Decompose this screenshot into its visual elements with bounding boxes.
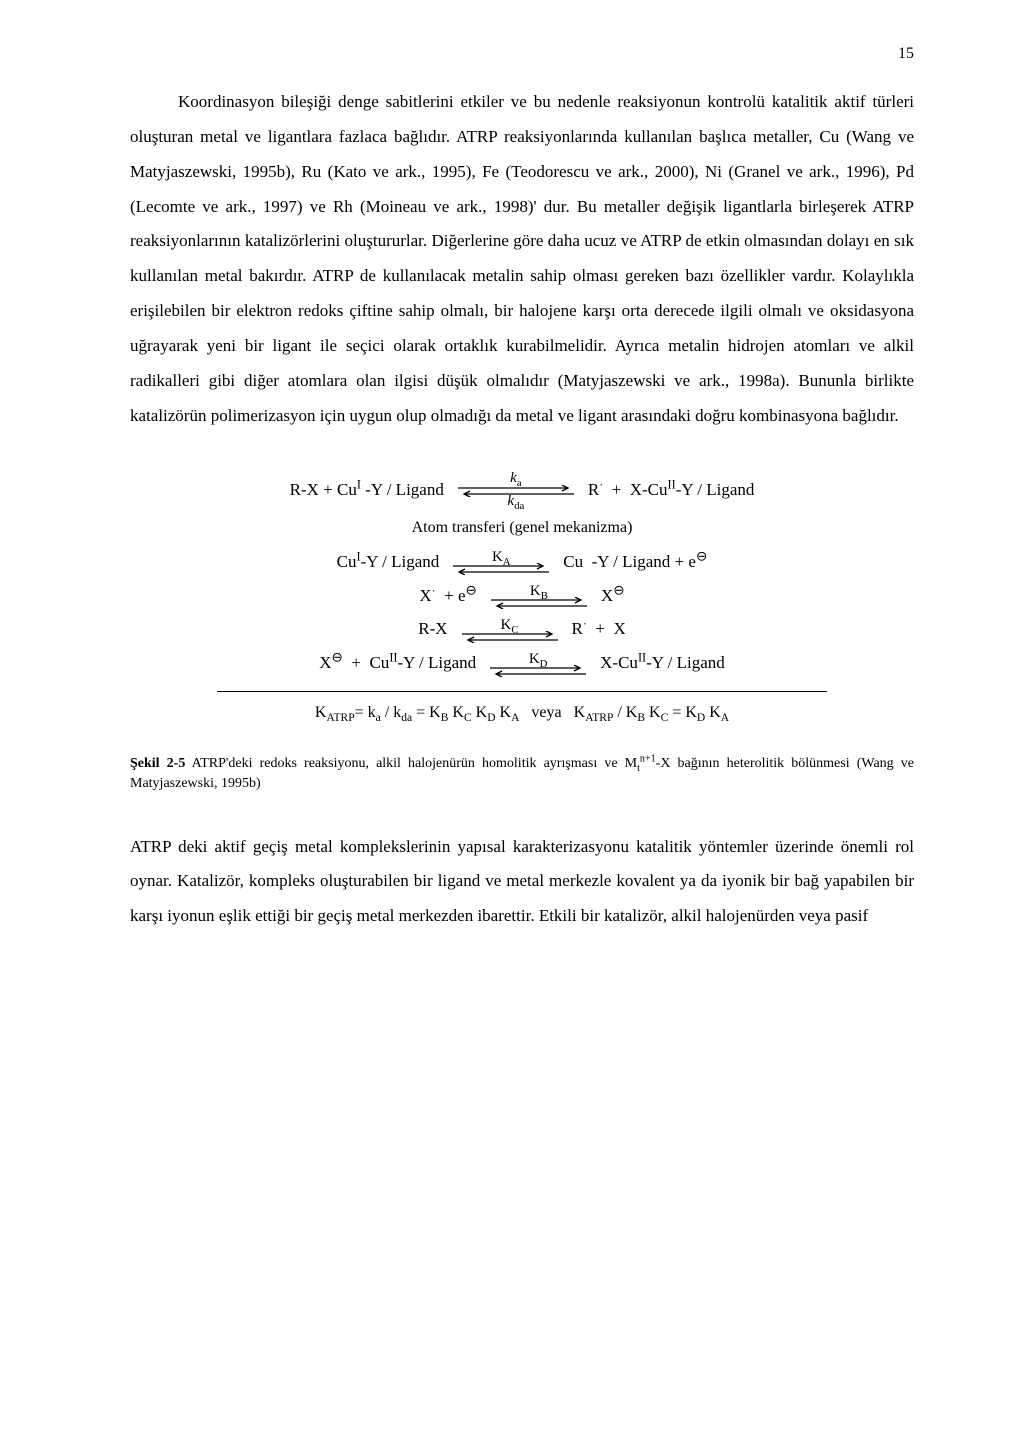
- eq3-right: X⊖: [595, 584, 631, 608]
- eq1-right: R· + X-CuII-Y / Ligand: [582, 478, 761, 502]
- eq3-left: X· + e⊖: [413, 584, 483, 608]
- equation-final: KATRP= ka / kda = KB KC KD KA veya KATRP…: [130, 702, 914, 724]
- double-arrow-icon: [451, 563, 551, 573]
- eq5-left: X⊖ + CuII-Y / Ligand: [313, 651, 482, 675]
- equation-2: CuI-Y / Ligand KA Cu -Y / Ligand + e⊖: [130, 550, 914, 574]
- paragraph-2: ATRP deki aktif geçiş metal kompleksleri…: [130, 830, 914, 935]
- eq5-right: X-CuII-Y / Ligand: [594, 651, 731, 675]
- caption-text: ATRP'deki redoks reaksiyonu, alkil haloj…: [130, 756, 914, 791]
- divider-line: [217, 691, 827, 692]
- eq4-left: R-X: [412, 617, 453, 641]
- double-arrow-icon: [489, 597, 589, 607]
- equation-4: R-X KC R· + X: [130, 617, 914, 641]
- equation-5: X⊖ + CuII-Y / Ligand KD X-CuII-Y / Ligan…: [130, 651, 914, 675]
- equation-subtitle: Atom transferi (genel mekanizma): [130, 517, 914, 539]
- page-number: 15: [898, 45, 914, 63]
- double-arrow-icon: [460, 631, 560, 641]
- eq1-left: R-X + CuI -Y / Ligand: [284, 478, 450, 502]
- double-arrow-icon: [488, 665, 588, 675]
- double-arrow-icon: [456, 485, 576, 495]
- paragraph-2-text: ATRP deki aktif geçiş metal kompleksleri…: [130, 837, 914, 926]
- eq2-arrow: KA: [445, 550, 557, 573]
- eq4-arrow: KC: [454, 618, 566, 641]
- eq5-arrow: KD: [482, 652, 594, 675]
- eq1-ka: ka: [510, 471, 521, 486]
- eq2-right: Cu -Y / Ligand + e⊖: [557, 550, 713, 574]
- equation-1: R-X + CuI -Y / Ligand ka kda R· + X-CuII…: [130, 471, 914, 507]
- caption-label: Şekil 2-5: [130, 756, 185, 771]
- paragraph-1-text: Koordinasyon bileşiği denge sabitlerini …: [130, 92, 914, 425]
- eq3-arrow: KB: [483, 584, 595, 607]
- eq1-arrow: ka kda: [450, 471, 582, 507]
- eq2-left: CuI-Y / Ligand: [331, 550, 446, 574]
- paragraph-1: Koordinasyon bileşiği denge sabitlerini …: [130, 85, 914, 433]
- eq4-right: R· + X: [566, 617, 632, 641]
- equations-block: R-X + CuI -Y / Ligand ka kda R· + X-CuII…: [130, 471, 914, 724]
- equation-3: X· + e⊖ KB X⊖: [130, 584, 914, 608]
- figure-caption: Şekil 2-5 ATRP'deki redoks reaksiyonu, a…: [130, 754, 914, 793]
